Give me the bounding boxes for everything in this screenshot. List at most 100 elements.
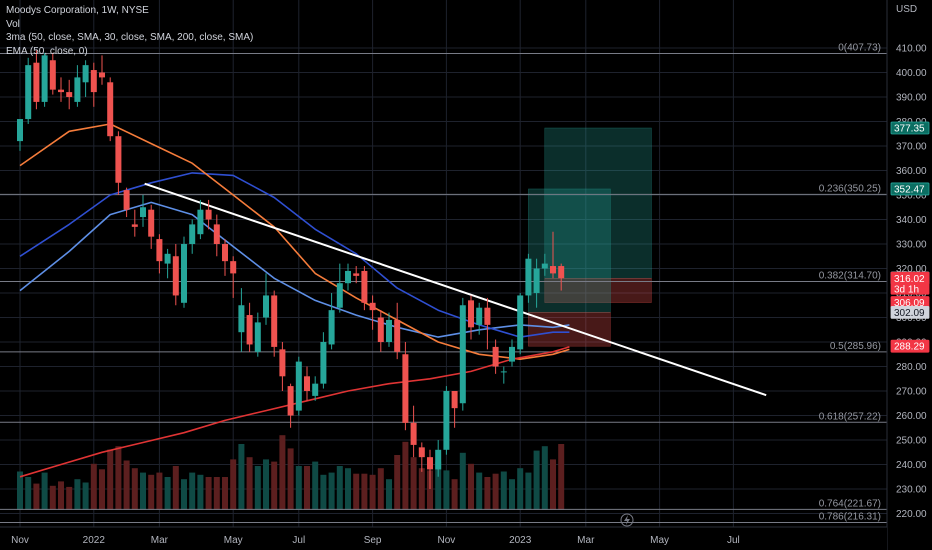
volume-bar [517, 468, 524, 510]
volume-bar [123, 460, 130, 510]
candle-body [82, 65, 89, 83]
candle-body [279, 349, 286, 377]
candle-body [361, 270, 368, 303]
price-tick-label: 320.00 [896, 264, 927, 275]
fib-level-label: 0.382(314.70) [819, 270, 881, 281]
volume-bar [181, 479, 187, 510]
price-tick-label: 260.00 [896, 411, 927, 422]
price-label-value: 352.47 [894, 184, 925, 195]
volume-bar [484, 477, 491, 510]
volume-bar [107, 449, 114, 510]
volume-bar [131, 468, 138, 510]
fib-level-label: 0.5(285.96) [830, 341, 881, 352]
candles [17, 50, 565, 489]
volume-bar [41, 472, 48, 510]
volume-bar [49, 485, 56, 510]
price-label-value: 316.02 [894, 274, 925, 285]
candle-body [99, 72, 105, 78]
fib-level-label: 0.236(350.25) [819, 183, 881, 194]
volume-bar [213, 477, 220, 510]
volume-bar [369, 474, 376, 510]
volume-bar [435, 461, 442, 510]
price-tick-label: 360.00 [896, 166, 927, 177]
candle-body [377, 317, 384, 342]
fibonacci-levels: 0(407.73) 0.236(350.25) 0.382(314.70) 0.5(2… [0, 43, 887, 524]
volume-bar [82, 482, 89, 510]
volume-bar [386, 479, 392, 510]
time-tick-label: Jul [292, 535, 305, 546]
candle-body [336, 283, 343, 308]
candle-body [17, 119, 23, 142]
volume-bar [156, 472, 163, 510]
candle-body [550, 266, 556, 274]
time-tick-label: Mar [577, 535, 595, 546]
volume-bar [271, 461, 278, 510]
volume-bar [377, 468, 384, 510]
price-tick-label: 270.00 [896, 387, 927, 398]
candle-body [451, 391, 458, 409]
volume-bar [254, 466, 261, 510]
volume-bar [394, 455, 401, 510]
candle-body [197, 209, 204, 235]
candle-body [533, 268, 540, 293]
price-label-box [890, 182, 930, 196]
candle-body [295, 361, 302, 411]
legend-ma3[interactable]: 3ma (50, close, SMA, 30, close, SMA, 200… [6, 32, 254, 43]
volume-bar [361, 473, 368, 510]
profit-zone [544, 127, 652, 279]
legend-vol[interactable]: Vol [6, 18, 20, 30]
legend-ema[interactable]: EMA (50, close, 0) [6, 45, 88, 57]
time-tick-label: 2023 [509, 535, 532, 546]
volume-bar [533, 450, 540, 510]
price-tick-label: 350.00 [896, 191, 927, 202]
candle-body [107, 82, 114, 137]
time-axis: Nov 2022 Mar May Jul Sep Nov 2023 Mar May Jul [0, 526, 887, 550]
volume-bar [443, 470, 450, 510]
candle-body [402, 354, 409, 423]
volume-bar [476, 472, 483, 510]
candle-body [181, 244, 187, 303]
candle-body [386, 319, 392, 342]
lightning-icon [620, 513, 634, 527]
candle-body [33, 62, 40, 102]
volume-bar [410, 457, 417, 510]
volume-bar [189, 472, 196, 510]
volume-bar [279, 435, 286, 510]
volume-bar [541, 446, 548, 510]
volume-bar [148, 474, 155, 510]
volume-bar [25, 477, 32, 510]
volume-bar [402, 441, 409, 510]
candle-body [222, 244, 228, 262]
candle-body [246, 315, 253, 345]
candle-body [189, 224, 196, 244]
time-tick-label: Sep [364, 535, 382, 546]
price-tick-label: 220.00 [896, 509, 927, 520]
candle-body [49, 60, 56, 90]
price-label-value: 302.09 [894, 308, 925, 319]
volume-bar [459, 452, 466, 510]
volume-bar [140, 472, 146, 510]
candle-body [74, 77, 81, 102]
volume-bar [468, 463, 474, 510]
candle-body [115, 136, 122, 183]
volume-bar [230, 459, 237, 510]
ma-line [19, 201, 570, 338]
candle-body [476, 307, 483, 325]
candle-body [90, 70, 97, 93]
candle-body [353, 273, 360, 276]
volume-bar [418, 468, 425, 510]
candle-body [66, 92, 73, 97]
price-label-value: 288.29 [894, 342, 925, 353]
legend-title[interactable]: Moodys Corporation, 1W, NYSE [6, 5, 149, 16]
volume-bar [509, 479, 515, 510]
volume-bar [74, 479, 81, 510]
time-axis-background [0, 527, 887, 550]
loss-zone [544, 278, 652, 303]
price-label-countdown: 3d 1h [894, 284, 919, 295]
candle-body [320, 342, 327, 384]
candle-body [287, 386, 294, 416]
candle-body [410, 422, 417, 445]
volume-bar [222, 477, 228, 510]
